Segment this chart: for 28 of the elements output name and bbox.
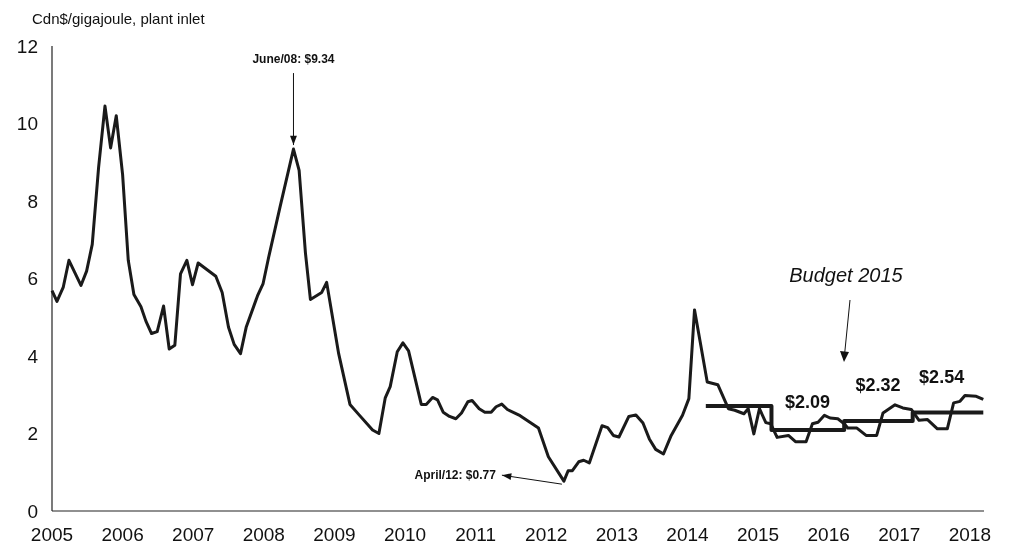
annotation: $2.32 <box>855 375 901 396</box>
x-tick-label: 2006 <box>101 524 144 545</box>
annotation: $2.09 <box>784 392 831 413</box>
x-tick-label: 2014 <box>666 524 710 545</box>
y-tick-label: 8 <box>27 190 38 212</box>
x-tick-label: 2018 <box>948 524 992 545</box>
x-tick-label: 2016 <box>807 524 850 545</box>
y-tick-label: 4 <box>27 345 39 367</box>
y-axis-title: Cdn$/gigajoule, plant inlet <box>32 10 206 27</box>
x-tick-label: 2012 <box>525 524 568 545</box>
x-tick-label: 2007 <box>172 524 215 545</box>
x-tick-label: 2008 <box>242 524 285 545</box>
annotation: April/12: $0.77 <box>414 468 497 483</box>
y-tick-label: 2 <box>27 423 38 445</box>
x-tick-label: 2009 <box>313 524 356 545</box>
x-tick-label: 2010 <box>383 524 427 545</box>
x-tick-label: 2005 <box>30 524 74 545</box>
y-tick-label: 0 <box>27 500 38 522</box>
x-tick-label: 2011 <box>455 524 497 545</box>
x-tick-label: 2013 <box>595 524 638 545</box>
annotation: June/08: $9.34 <box>252 52 335 67</box>
x-tick-label: 2015 <box>736 524 780 545</box>
annotation: Budget 2015 <box>789 264 904 286</box>
annotation: $2.54 <box>919 366 965 387</box>
y-tick-label: 6 <box>27 268 38 290</box>
y-tick-label: 12 <box>16 35 38 57</box>
x-tick-label: 2017 <box>878 524 921 545</box>
y-tick-label: 10 <box>16 113 38 135</box>
